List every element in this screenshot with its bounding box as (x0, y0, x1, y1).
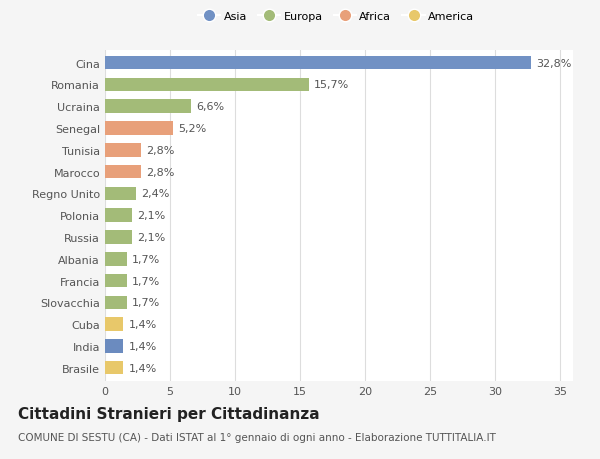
Bar (105, 187, 136, 201)
Bar (105, 361, 123, 375)
Text: 15,7%: 15,7% (314, 80, 350, 90)
Text: 1,4%: 1,4% (128, 341, 157, 351)
Bar (105, 209, 133, 223)
Bar (105, 166, 142, 179)
Text: 1,7%: 1,7% (133, 298, 161, 308)
Bar (105, 144, 142, 157)
Text: 2,1%: 2,1% (137, 232, 166, 242)
Text: COMUNE DI SESTU (CA) - Dati ISTAT al 1° gennaio di ogni anno - Elaborazione TUTT: COMUNE DI SESTU (CA) - Dati ISTAT al 1° … (18, 432, 496, 442)
Text: 32,8%: 32,8% (536, 59, 572, 68)
Bar (105, 100, 191, 114)
Text: 1,7%: 1,7% (133, 276, 161, 286)
Text: 2,4%: 2,4% (142, 189, 170, 199)
Text: 1,4%: 1,4% (128, 319, 157, 330)
Bar (105, 122, 173, 135)
Bar (105, 318, 123, 331)
Text: 2,8%: 2,8% (146, 167, 175, 177)
Bar (105, 274, 127, 288)
Text: 2,1%: 2,1% (137, 211, 166, 221)
Text: 6,6%: 6,6% (196, 102, 224, 112)
Bar (105, 78, 309, 92)
Text: 2,8%: 2,8% (146, 146, 175, 156)
Text: 1,7%: 1,7% (133, 254, 161, 264)
Text: 1,4%: 1,4% (128, 363, 157, 373)
Text: Cittadini Stranieri per Cittadinanza: Cittadini Stranieri per Cittadinanza (18, 406, 320, 421)
Bar (105, 231, 133, 244)
Bar (105, 296, 127, 309)
Bar (105, 252, 127, 266)
Text: 5,2%: 5,2% (178, 124, 206, 134)
Legend: Asia, Europa, Africa, America: Asia, Europa, Africa, America (193, 8, 479, 27)
Bar (105, 57, 532, 70)
Bar (105, 340, 123, 353)
